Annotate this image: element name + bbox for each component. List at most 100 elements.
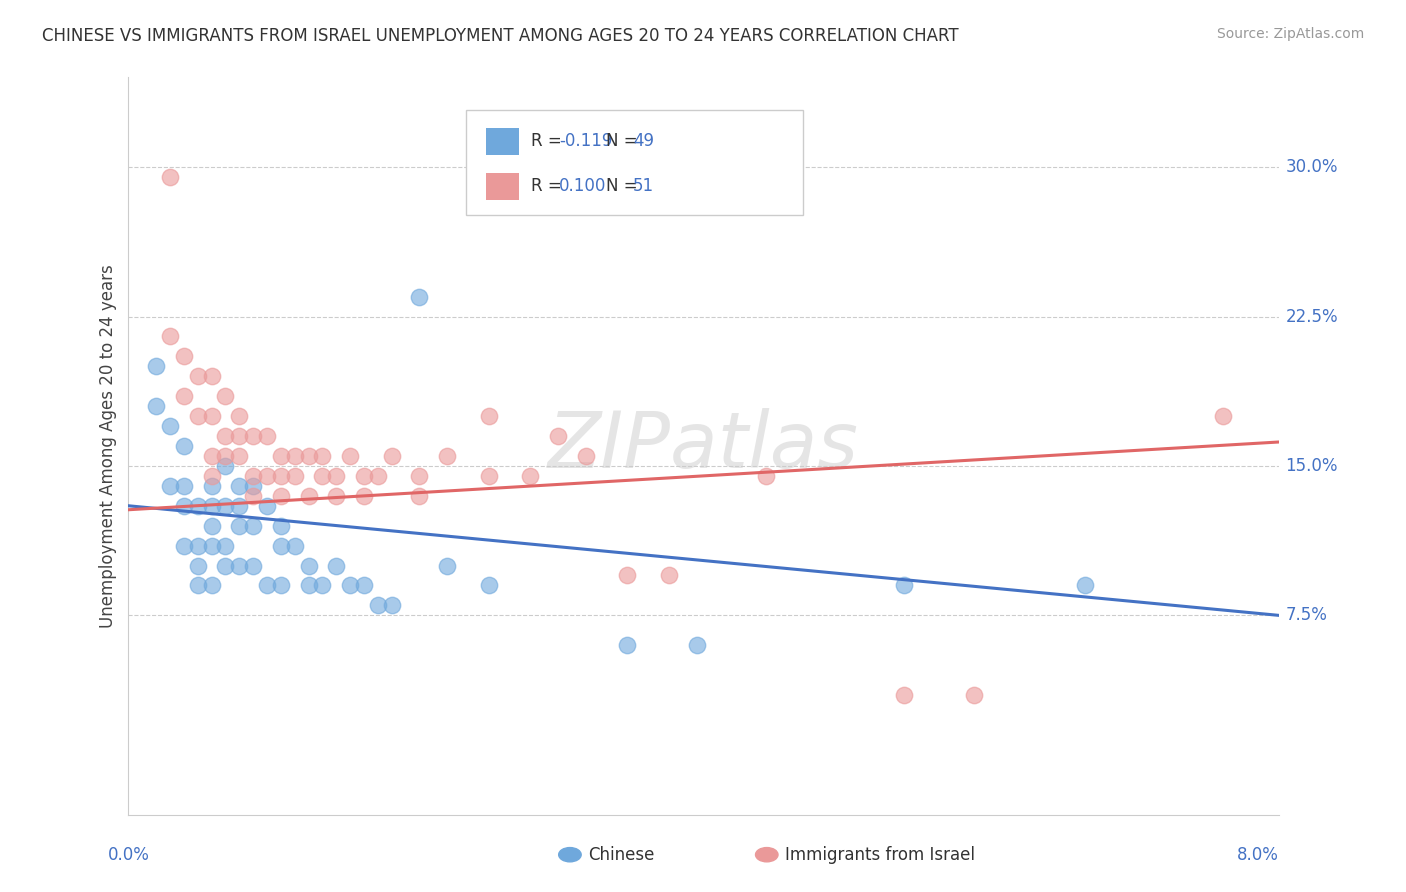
Point [242,479,264,493]
Text: R =: R = [531,132,568,150]
Point [201,539,224,553]
Point [1073,578,1095,592]
Point [173,499,195,513]
Point [381,599,404,613]
Point [270,469,292,483]
Point [228,499,250,513]
Point [325,558,347,573]
Point [228,409,250,423]
Point [214,539,236,553]
Point [173,479,195,493]
Point [367,599,389,613]
Point [187,409,209,423]
Point [755,469,778,483]
Text: 8.0%: 8.0% [1237,846,1278,863]
Point [201,518,224,533]
Point [159,479,181,493]
Point [228,518,250,533]
Point [367,469,389,483]
Point [228,479,250,493]
Point [256,469,278,483]
Point [685,638,707,652]
Point [173,349,195,363]
Point [201,469,224,483]
Point [893,578,915,592]
Point [242,518,264,533]
Point [311,578,333,592]
Text: N =: N = [606,178,643,195]
Point [159,419,181,434]
Point [658,568,681,582]
Point [214,499,236,513]
Point [214,458,236,473]
Point [353,489,375,503]
Point [478,578,501,592]
Point [214,389,236,403]
Point [478,469,501,483]
Point [339,578,361,592]
Point [284,449,307,463]
Point [616,568,638,582]
Point [173,389,195,403]
Point [256,429,278,443]
Point [187,369,209,384]
Point [270,489,292,503]
Point [159,169,181,184]
Point [893,688,915,702]
Point [616,638,638,652]
Text: CHINESE VS IMMIGRANTS FROM ISRAEL UNEMPLOYMENT AMONG AGES 20 TO 24 YEARS CORRELA: CHINESE VS IMMIGRANTS FROM ISRAEL UNEMPL… [42,27,959,45]
Point [159,329,181,343]
Point [242,469,264,483]
Text: 0.0%: 0.0% [107,846,149,863]
Point [311,469,333,483]
Point [478,409,501,423]
Point [201,499,224,513]
Point [353,469,375,483]
Text: Immigrants from Israel: Immigrants from Israel [785,846,974,863]
Point [187,578,209,592]
Point [297,449,319,463]
Point [201,578,224,592]
Point [228,449,250,463]
Point [311,449,333,463]
Point [284,469,307,483]
Point [242,489,264,503]
Point [270,449,292,463]
Point [270,578,292,592]
Point [408,469,430,483]
Text: 15.0%: 15.0% [1285,457,1339,475]
Point [436,558,458,573]
Point [339,449,361,463]
Point [201,369,224,384]
Point [187,539,209,553]
Point [187,558,209,573]
Point [242,558,264,573]
Point [519,469,541,483]
Text: Source: ZipAtlas.com: Source: ZipAtlas.com [1216,27,1364,41]
Point [201,449,224,463]
Point [436,449,458,463]
Text: R =: R = [531,178,568,195]
Point [408,289,430,303]
Y-axis label: Unemployment Among Ages 20 to 24 years: Unemployment Among Ages 20 to 24 years [100,264,117,628]
Point [547,429,569,443]
Point [145,359,167,374]
Point [201,409,224,423]
Text: 51: 51 [633,178,654,195]
Text: Chinese: Chinese [588,846,655,863]
Point [228,558,250,573]
Point [963,688,986,702]
Point [270,518,292,533]
Text: ZIPatlas: ZIPatlas [548,408,859,484]
Point [214,449,236,463]
Point [297,578,319,592]
Point [325,489,347,503]
Point [284,539,307,553]
Point [297,558,319,573]
Text: 7.5%: 7.5% [1285,607,1327,624]
Point [256,578,278,592]
Point [408,489,430,503]
Text: 0.100: 0.100 [558,178,606,195]
Point [325,469,347,483]
Point [256,499,278,513]
